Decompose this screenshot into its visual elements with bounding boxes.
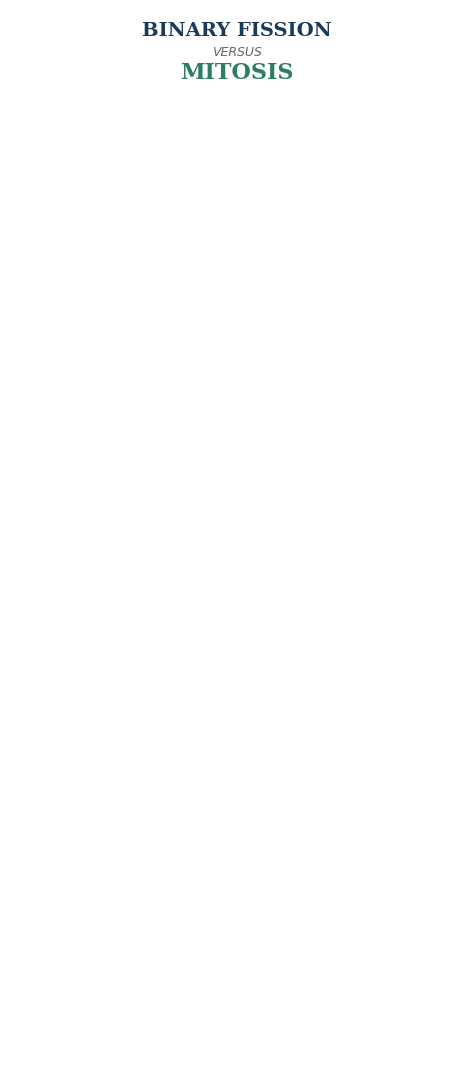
Text: VERSUS: VERSUS	[212, 46, 262, 59]
Text: Takes place in
eukaryotes: Takes place in eukaryotes	[316, 280, 395, 305]
Text: Takes some time: Takes some time	[309, 867, 402, 877]
Text: Asexual reproduction in
prokaryotes is the main
function: Asexual reproduction in prokaryotes is t…	[51, 593, 186, 632]
Text: A rapid process: A rapid process	[74, 867, 163, 877]
Text: MITOSIS: MITOSIS	[180, 62, 294, 84]
Text: Mitosis is the vegetative
cell division in
eukaryotes: Mitosis is the vegetative cell division …	[287, 159, 424, 197]
Text: A  less reliable process,
resulting in increased
number of chromosomes
in a cell: A less reliable process, resulting in in…	[48, 962, 189, 1015]
Text: A spindle apparatus is
formed: A spindle apparatus is formed	[292, 350, 419, 375]
Text: A spindle apparatus is
not formed: A spindle apparatus is not formed	[55, 350, 182, 375]
Text: Ribosomes and other
cellular components
are doubled before
binary fission: Ribosomes and other cellular components …	[59, 443, 178, 496]
Text: Takes place in
prokaryotes: Takes place in prokaryotes	[79, 280, 158, 305]
Text: Asexual reproduction,
growth, development,
replacement of body
cells are the fun: Asexual reproduction, growth, developmen…	[293, 585, 418, 639]
Text: DNA is directly
attached to the cell
membrane: DNA is directly attached to the cell mem…	[64, 716, 173, 755]
Text: www.pediaa.com: www.pediaa.com	[387, 1063, 465, 1072]
Text: DNA is attached to
the spindle
apparatus: DNA is attached to the spindle apparatus	[302, 716, 409, 755]
Text: Binary fission is the
division of a single
organism into two daughter
organisms: Binary fission is the division of a sing…	[40, 151, 197, 204]
Text: Organelles are doubled
at the interphase in
order to separate into
two cells: Organelles are doubled at the interphase…	[290, 443, 421, 496]
Text: A simple process: A simple process	[71, 810, 166, 820]
Text: Corrected through
metaphase checkpoint in
order to maintain a
uniform chromosome: Corrected through metaphase checkpoint i…	[285, 955, 426, 1022]
Text: Comparatively complex: Comparatively complex	[289, 810, 422, 820]
Text: BINARY FISSION: BINARY FISSION	[142, 22, 332, 40]
